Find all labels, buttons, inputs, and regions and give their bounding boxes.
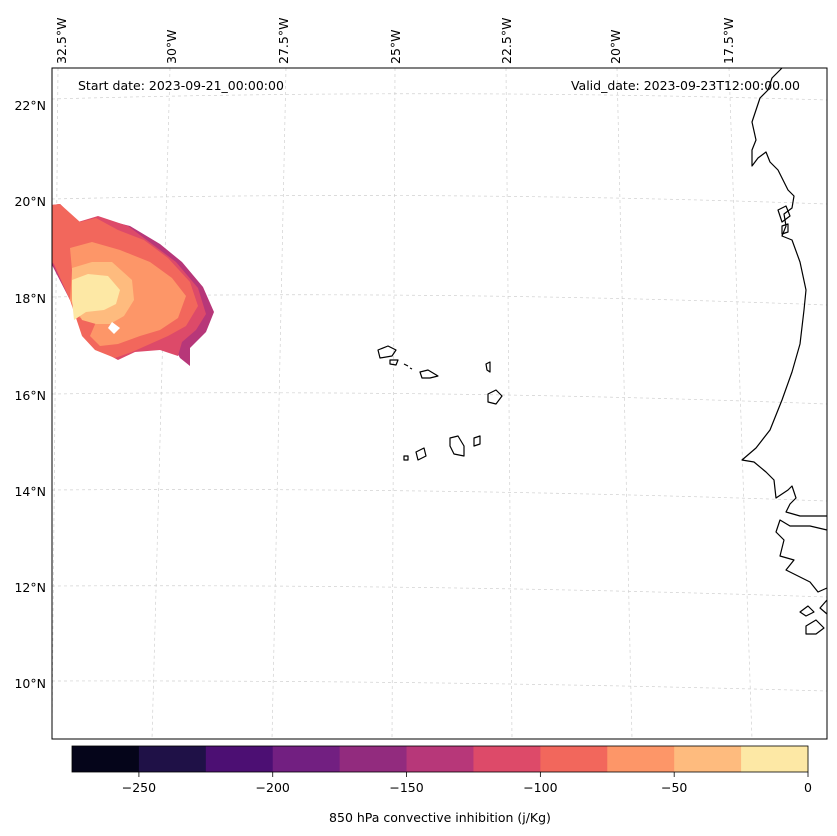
colorbar-segment [72, 746, 140, 772]
colorbar-segment [473, 746, 541, 772]
colorbar-label: 850 hPa convective inhibition (j/Kg) [329, 810, 551, 825]
colorbar-tick-label: 0 [804, 780, 812, 795]
cin-band-yellow [72, 274, 120, 320]
colorbar-segment [540, 746, 608, 772]
lat-label-12n: 12°N [14, 580, 46, 595]
lon-label-25w: 25°W [388, 29, 403, 64]
lat-label-22n: 22°N [14, 98, 46, 113]
colorbar-segment [406, 746, 474, 772]
colorbar-tick-label: −200 [256, 780, 290, 795]
colorbar-segment [674, 746, 742, 772]
colorbar-segment [741, 746, 809, 772]
colorbar-segment [339, 746, 408, 772]
lat-label-18n: 18°N [14, 291, 46, 306]
start-date-annotation: Start date: 2023-09-21_00:00:00 [78, 78, 284, 93]
colorbar-tick-label: −250 [122, 780, 156, 795]
longitude-labels: 32.5°W 30°W 27.5°W 25°W 22.5°W 20°W 17.5… [54, 18, 736, 64]
lon-label-27-5w: 27.5°W [276, 18, 291, 64]
lon-label-17-5w: 17.5°W [721, 18, 736, 64]
colorbar-segment [607, 746, 675, 772]
lat-label-10n: 10°N [14, 676, 46, 691]
colorbar-segment [205, 746, 274, 772]
colorbar-segment [138, 746, 207, 772]
colorbar [72, 746, 809, 772]
map-frame [51, 67, 828, 740]
colorbar-tick-label: −150 [389, 780, 423, 795]
lon-label-32-5w: 32.5°W [54, 18, 69, 64]
valid-date-annotation: Valid_date: 2023-09-23T12:00:00.00 [571, 78, 800, 93]
colorbar-tick-label: −50 [661, 780, 687, 795]
colorbar-segment [272, 746, 341, 772]
latitude-labels: 22°N 20°N 18°N 16°N 14°N 12°N 10°N [14, 98, 46, 691]
colorbar-tick-label: −100 [523, 780, 557, 795]
cape-verde-coastlines [377, 345, 503, 461]
map-panel [52, 68, 827, 739]
colorbar-ticks: −250 −200 −150 −100 −50 0 [122, 772, 812, 795]
lat-label-20n: 20°N [14, 194, 46, 209]
lat-label-14n: 14°N [14, 484, 46, 499]
lon-label-22-5w: 22.5°W [499, 18, 514, 64]
cin-contours [52, 204, 214, 366]
africa-coastline [741, 67, 828, 635]
lat-label-16n: 16°N [14, 388, 46, 403]
lon-label-20w: 20°W [608, 29, 623, 64]
colorbar-frame [71, 745, 809, 773]
lon-label-30w: 30°W [164, 29, 179, 64]
cin-hole [108, 322, 120, 334]
